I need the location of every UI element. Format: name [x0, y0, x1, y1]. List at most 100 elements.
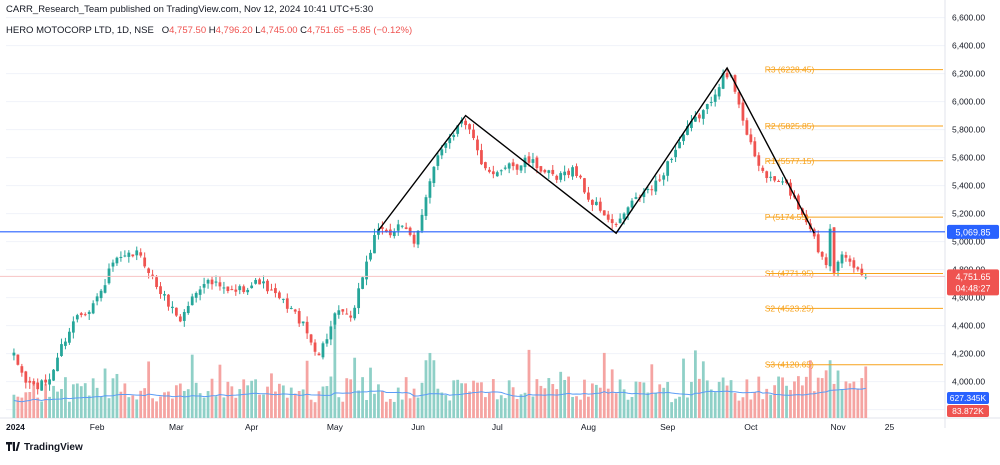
volume-bar: [856, 388, 860, 418]
volume-bar: [60, 388, 63, 418]
candle-body: [48, 379, 51, 385]
volume-badge: [947, 405, 989, 417]
volume-bar: [836, 370, 840, 418]
candle-body: [757, 155, 761, 166]
volume-bar: [682, 358, 685, 418]
volume-bar: [840, 389, 844, 418]
volume-bar: [460, 383, 464, 418]
volume-bar: [749, 399, 753, 418]
volume-bar: [440, 392, 444, 418]
candle-body: [400, 225, 404, 227]
candle-body: [40, 380, 44, 391]
volume-bar: [527, 349, 531, 418]
volume-bar: [254, 379, 257, 418]
volume-bar: [64, 377, 67, 418]
volume-bar: [384, 401, 388, 418]
volume-bar: [198, 393, 202, 418]
volume-bar: [167, 391, 170, 418]
volume-bar: [785, 385, 788, 418]
volume-bar: [808, 360, 812, 418]
volume-bar: [416, 397, 420, 418]
symbol-name: HERO MOTOCORP LTD, 1D, NSE: [6, 25, 154, 36]
volume-bar: [234, 397, 238, 418]
candle-body: [749, 134, 753, 143]
x-tick-label: Mar: [169, 422, 184, 432]
candle-body: [349, 315, 353, 318]
volume-bar: [392, 401, 396, 418]
volume-bar: [400, 399, 404, 418]
candle-body: [365, 261, 368, 280]
candle-body: [297, 311, 301, 324]
y-tick-label: 5,400.00: [952, 181, 985, 191]
candle-body: [614, 223, 618, 225]
volume-bar: [622, 389, 626, 418]
volume-bar: [36, 397, 40, 418]
volume-bar: [293, 393, 297, 418]
volume-bar: [476, 382, 479, 418]
candle-body: [353, 307, 357, 319]
candle-body: [174, 307, 178, 316]
candle-body: [147, 268, 151, 273]
volume-bar: [190, 354, 194, 418]
volume-bar: [678, 396, 681, 418]
volume-bar: [832, 383, 836, 418]
candle-body: [606, 214, 610, 220]
tradingview-brand[interactable]: TradingView: [6, 441, 83, 453]
volume-bar: [95, 387, 99, 418]
volume-bar: [694, 350, 697, 418]
candle-body: [769, 176, 773, 178]
candle-body: [277, 292, 281, 299]
candle-body: [571, 167, 574, 177]
volume-bar: [701, 361, 705, 418]
volume-bar: [103, 368, 107, 418]
volume-bar: [305, 360, 309, 418]
candle-body: [753, 141, 757, 157]
volume-bar: [377, 384, 380, 418]
candle-body: [476, 139, 479, 151]
volume-bar: [733, 393, 737, 418]
candle-body: [840, 254, 844, 264]
candle-body: [555, 175, 559, 180]
tradingview-logo-icon: [6, 442, 20, 451]
candle-body: [713, 94, 717, 102]
volume-bar: [123, 383, 127, 418]
candle-body: [24, 371, 28, 383]
candle-body: [480, 150, 483, 165]
volume-bar: [480, 382, 483, 418]
candle-body: [222, 287, 226, 289]
volume-bar: [321, 386, 325, 418]
volume-bar: [111, 378, 115, 418]
candle-body: [816, 234, 820, 253]
volume-bar: [381, 390, 384, 418]
candle-body: [60, 344, 63, 356]
y-tick-label: 4,200.00: [952, 349, 985, 359]
volume-bar: [174, 385, 178, 418]
volume-bar: [650, 364, 654, 418]
volume-bar: [186, 389, 190, 418]
candle-body: [317, 353, 321, 356]
volume-bar: [848, 383, 852, 418]
candle-body: [587, 192, 590, 200]
volume-bar: [388, 398, 392, 418]
candle-body: [491, 171, 495, 175]
volume-bar: [761, 399, 765, 418]
volume-bar: [765, 388, 769, 418]
volume-bar: [91, 378, 95, 418]
candle-body: [598, 201, 602, 211]
volume-bar: [448, 400, 452, 418]
candle-body: [131, 254, 135, 257]
candle-body: [551, 169, 555, 175]
close-label: C: [300, 25, 308, 36]
candle-body: [345, 313, 349, 315]
candle-body: [404, 227, 408, 229]
candle-body: [301, 321, 305, 324]
candle-body: [678, 142, 681, 149]
candle-body: [12, 352, 16, 356]
candle-body: [214, 281, 218, 283]
candle-body: [662, 175, 666, 180]
volume-bar: [12, 394, 16, 418]
volume-bar: [614, 393, 618, 418]
candle-body: [206, 279, 210, 284]
